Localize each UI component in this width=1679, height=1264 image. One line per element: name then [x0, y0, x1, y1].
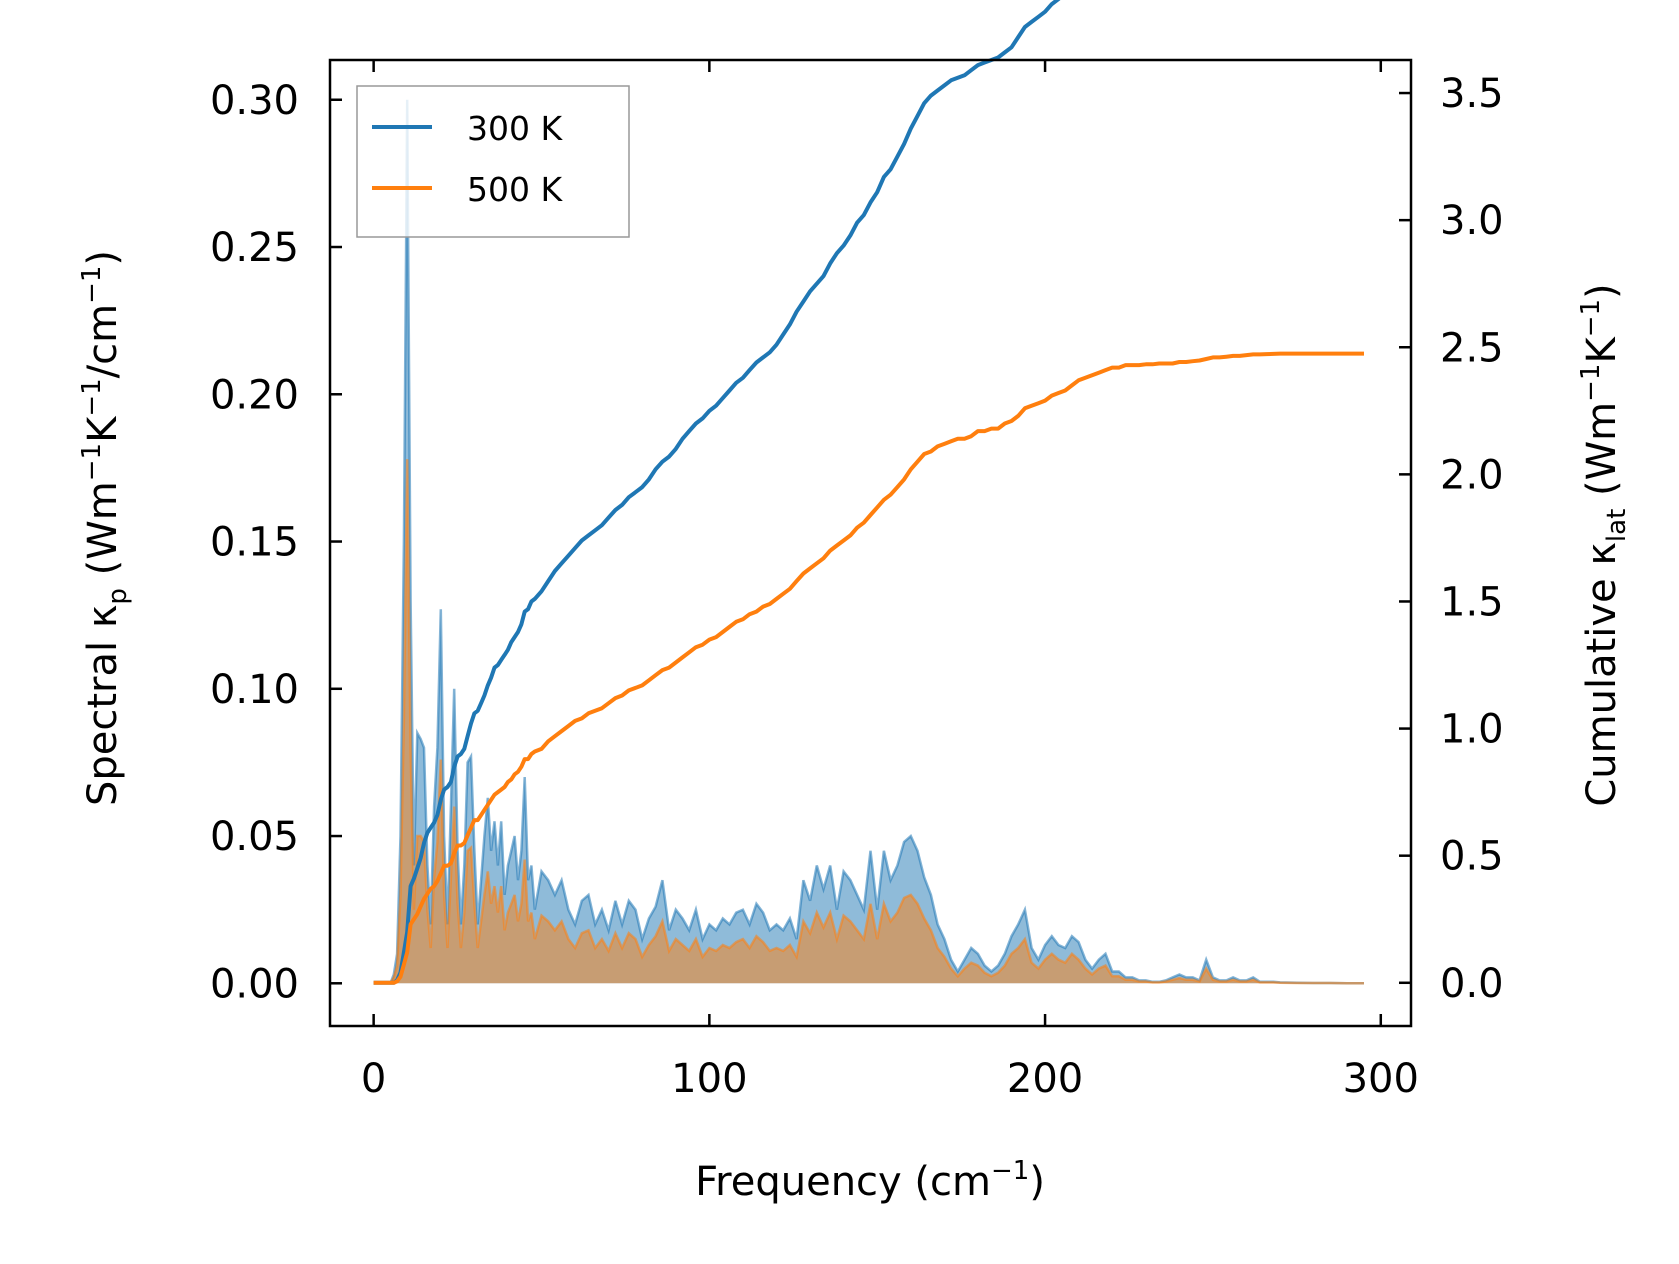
legend-frame [356, 85, 630, 238]
x-tick-label: 0 [361, 1056, 386, 1102]
cumulative-line-300k [373, 0, 1061, 985]
spectral-fill-500k [373, 459, 1365, 984]
left-tick-label: 0.30 [210, 78, 299, 124]
x-tick-label: 100 [671, 1056, 747, 1102]
left-axis-title: Spectral κp (Wm−1K−1/cm−1) [77, 250, 133, 806]
legend-label-500k: 500 K [467, 170, 563, 209]
right-tick-label: 3.5 [1440, 71, 1504, 117]
cumulative-lines [373, 0, 1364, 985]
x-tick-label: 200 [1007, 1056, 1083, 1102]
left-tick-label: 0.15 [210, 520, 299, 566]
spectral-edge-500k [373, 459, 1364, 985]
right-tick-label: 3.0 [1440, 198, 1504, 244]
right-tick-label: 1.5 [1440, 579, 1504, 625]
left-tick-label: 0.05 [210, 814, 299, 860]
right-axis-title: Cumulative κlat (Wm−1K−1) [1576, 283, 1632, 806]
plot-area [373, 0, 1365, 985]
x-tick-label: 300 [1343, 1056, 1419, 1102]
right-tick-label: 1.0 [1440, 707, 1504, 753]
spectral-fills [373, 99, 1365, 985]
left-tick-label: 0.20 [210, 372, 299, 418]
spectral-edge-300k [373, 99, 1364, 985]
right-tick-label: 2.5 [1440, 325, 1504, 371]
axis-ticks: 0 100 200 300 0.00 0.05 0.10 0.15 0.20 0.25 0.30 0.… [210, 60, 1504, 1102]
left-tick-label: 0.00 [210, 961, 299, 1007]
left-tick-label: 0.25 [210, 225, 299, 271]
right-tick-label: 0.0 [1440, 961, 1504, 1007]
cumulative-line-500k [373, 351, 1364, 985]
left-tick-label: 0.10 [210, 667, 299, 713]
legend-label-300k: 300 K [467, 109, 563, 148]
right-tick-label: 0.5 [1440, 834, 1504, 880]
right-tick-label: 2.0 [1440, 452, 1504, 498]
legend: 300 K 500 K [356, 85, 630, 238]
plot-frame [328, 58, 1413, 1028]
x-axis-title: Frequency (cm−1) [695, 1156, 1045, 1205]
